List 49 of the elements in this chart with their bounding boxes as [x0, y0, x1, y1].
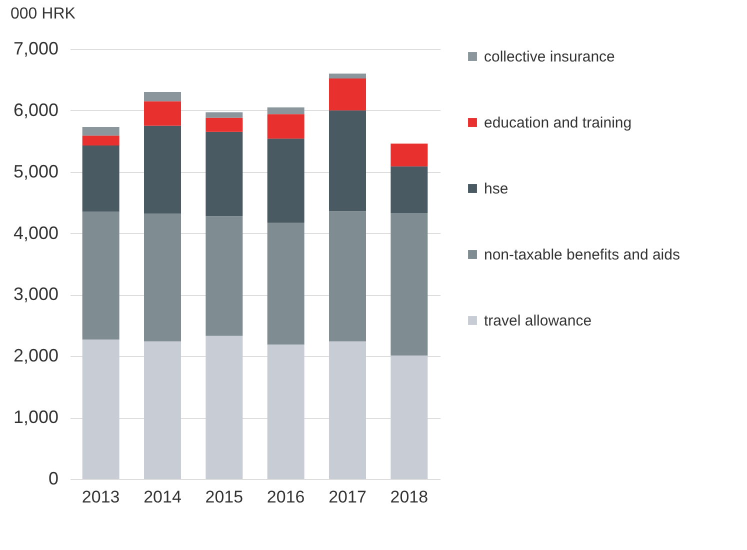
- bar: [329, 211, 366, 342]
- bar: [144, 214, 181, 342]
- bar: [390, 144, 428, 166]
- bar: [206, 336, 243, 479]
- x-tick-label: 2014: [144, 488, 182, 506]
- y-tick-label: 2,000: [13, 346, 58, 366]
- y-tick-label: 5,000: [13, 161, 58, 182]
- y-tick-label: 4,000: [13, 222, 58, 243]
- bar: [329, 110, 366, 212]
- bar: [390, 213, 428, 356]
- bar: [390, 356, 428, 479]
- y-tick-label: 7,000: [13, 38, 58, 58]
- x-tick-label: 2016: [266, 488, 305, 506]
- legend-label: travel allowance: [484, 312, 592, 330]
- bar: [329, 74, 366, 78]
- bar: [206, 132, 243, 216]
- bar: [206, 118, 243, 132]
- bar: [82, 136, 120, 146]
- bar: [267, 222, 304, 344]
- legend-label: collective insurance: [484, 48, 615, 66]
- bar: [82, 212, 120, 340]
- bar: [82, 145, 120, 212]
- x-tick-label: 2015: [205, 488, 244, 506]
- x-tick-label: 2018: [390, 488, 428, 506]
- y-tick-label: 6,000: [13, 100, 58, 120]
- legend-label: hse: [484, 180, 508, 198]
- bar: [144, 101, 181, 126]
- bar: [206, 216, 243, 336]
- x-tick-label: 2013: [82, 488, 120, 506]
- legend-label: education and training: [484, 114, 632, 132]
- y-axis-title: 000 HRK: [10, 6, 76, 22]
- bar: [82, 340, 120, 479]
- bar: [144, 92, 181, 102]
- bar: [329, 341, 366, 479]
- legend-label: non-taxable benefits and aids: [484, 246, 680, 264]
- bar: [390, 166, 428, 214]
- bar: [267, 344, 304, 479]
- bar: [267, 138, 304, 223]
- bar: [82, 127, 120, 136]
- bar: [267, 114, 304, 139]
- bar: [267, 107, 304, 114]
- y-tick-label: 0: [48, 468, 58, 488]
- bar: [144, 126, 181, 214]
- y-tick-label: 3,000: [13, 284, 58, 304]
- bar: [144, 341, 181, 479]
- y-tick-label: 1,000: [13, 407, 58, 428]
- bar: [329, 78, 366, 110]
- x-tick-label: 2017: [328, 488, 366, 506]
- bar: [206, 112, 243, 118]
